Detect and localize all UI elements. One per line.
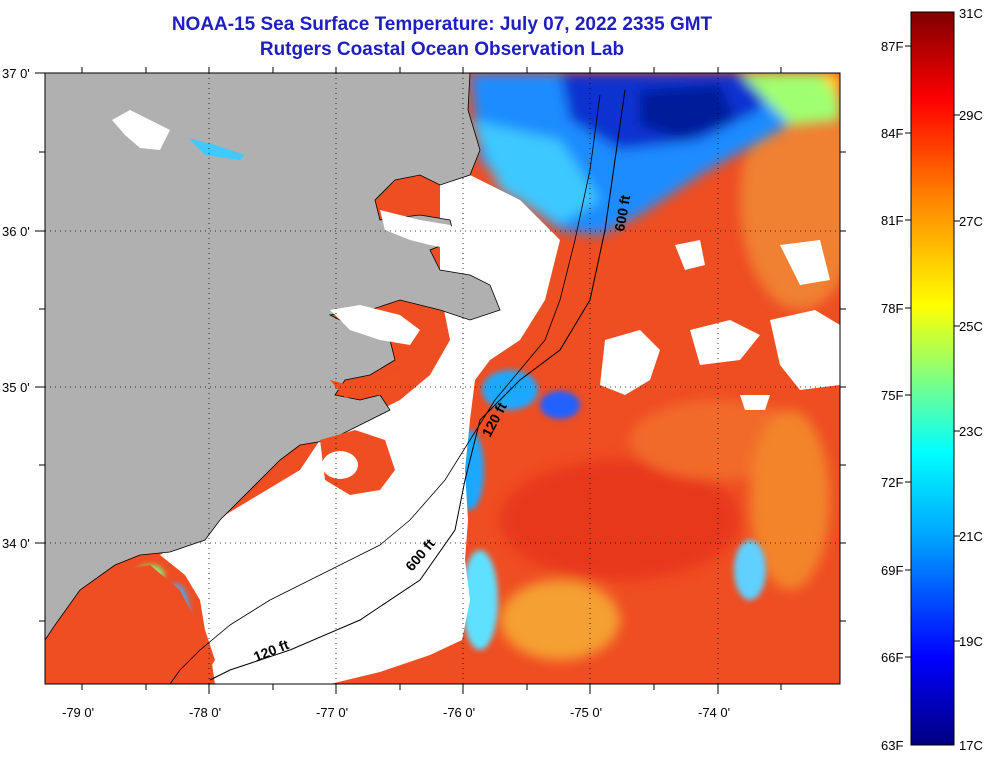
lat-label-36: 36 0' (2, 224, 30, 239)
colorbar-c-23: 23C (959, 424, 983, 439)
lon-label-79: -79 0' (62, 705, 94, 720)
southern-warm-water (45, 565, 215, 684)
lon-label-74: -74 0' (698, 705, 730, 720)
map-frame (44, 72, 841, 685)
colorbar-c-17: 17C (959, 738, 983, 753)
colorbar-c-27: 27C (959, 214, 983, 229)
contour-label-600ft-north: 600 ft (611, 193, 633, 232)
map-subtitle: Rutgers Coastal Ocean Observation Lab (259, 39, 625, 60)
colorbar-f-81: 81F (881, 213, 903, 228)
lon-label-78: -78 0' (189, 705, 221, 720)
contour-120ft (169, 94, 601, 684)
lat-label-35: 35 0' (2, 380, 30, 395)
colorbar (910, 11, 955, 746)
bay-cloud (322, 451, 358, 479)
sst-cool-north (470, 73, 840, 235)
colorbar-f-75: 75F (881, 388, 903, 403)
colorbar-c-21: 21C (959, 529, 983, 544)
colorbar-f-87: 87F (881, 39, 903, 54)
colorbar-f-78: 78F (881, 301, 903, 316)
colorbar-c-31: 31C (959, 6, 983, 21)
colorbar-f-63: 63F (881, 738, 903, 753)
lon-label-75: -75 0' (570, 705, 602, 720)
colorbar-f-72: 72F (881, 475, 903, 490)
contour-600ft (209, 89, 626, 681)
map-ticks (35, 67, 846, 694)
colorbar-c-25: 25C (959, 319, 983, 334)
colorbar-f-69: 69F (881, 563, 903, 578)
graticule (45, 73, 840, 684)
colorbar-f-66: 66F (881, 650, 903, 665)
colorbar-ticks (905, 45, 960, 658)
inland-waters (112, 110, 470, 345)
lon-label-76: -76 0' (443, 705, 475, 720)
lat-label-34: 34 0' (2, 536, 30, 551)
colorbar-c-29: 29C (959, 108, 983, 123)
sound-warm-patch (330, 372, 405, 398)
colorbar-f-84: 84F (881, 126, 903, 141)
lat-label-37: 37 0' (2, 66, 30, 81)
map-area (45, 73, 840, 684)
map-title: NOAA-15 Sea Surface Temperature: July 07… (171, 14, 713, 35)
colorbar-c-19: 19C (959, 634, 983, 649)
lake-sst-patch (188, 138, 245, 160)
lon-label-77: -77 0' (316, 705, 348, 720)
